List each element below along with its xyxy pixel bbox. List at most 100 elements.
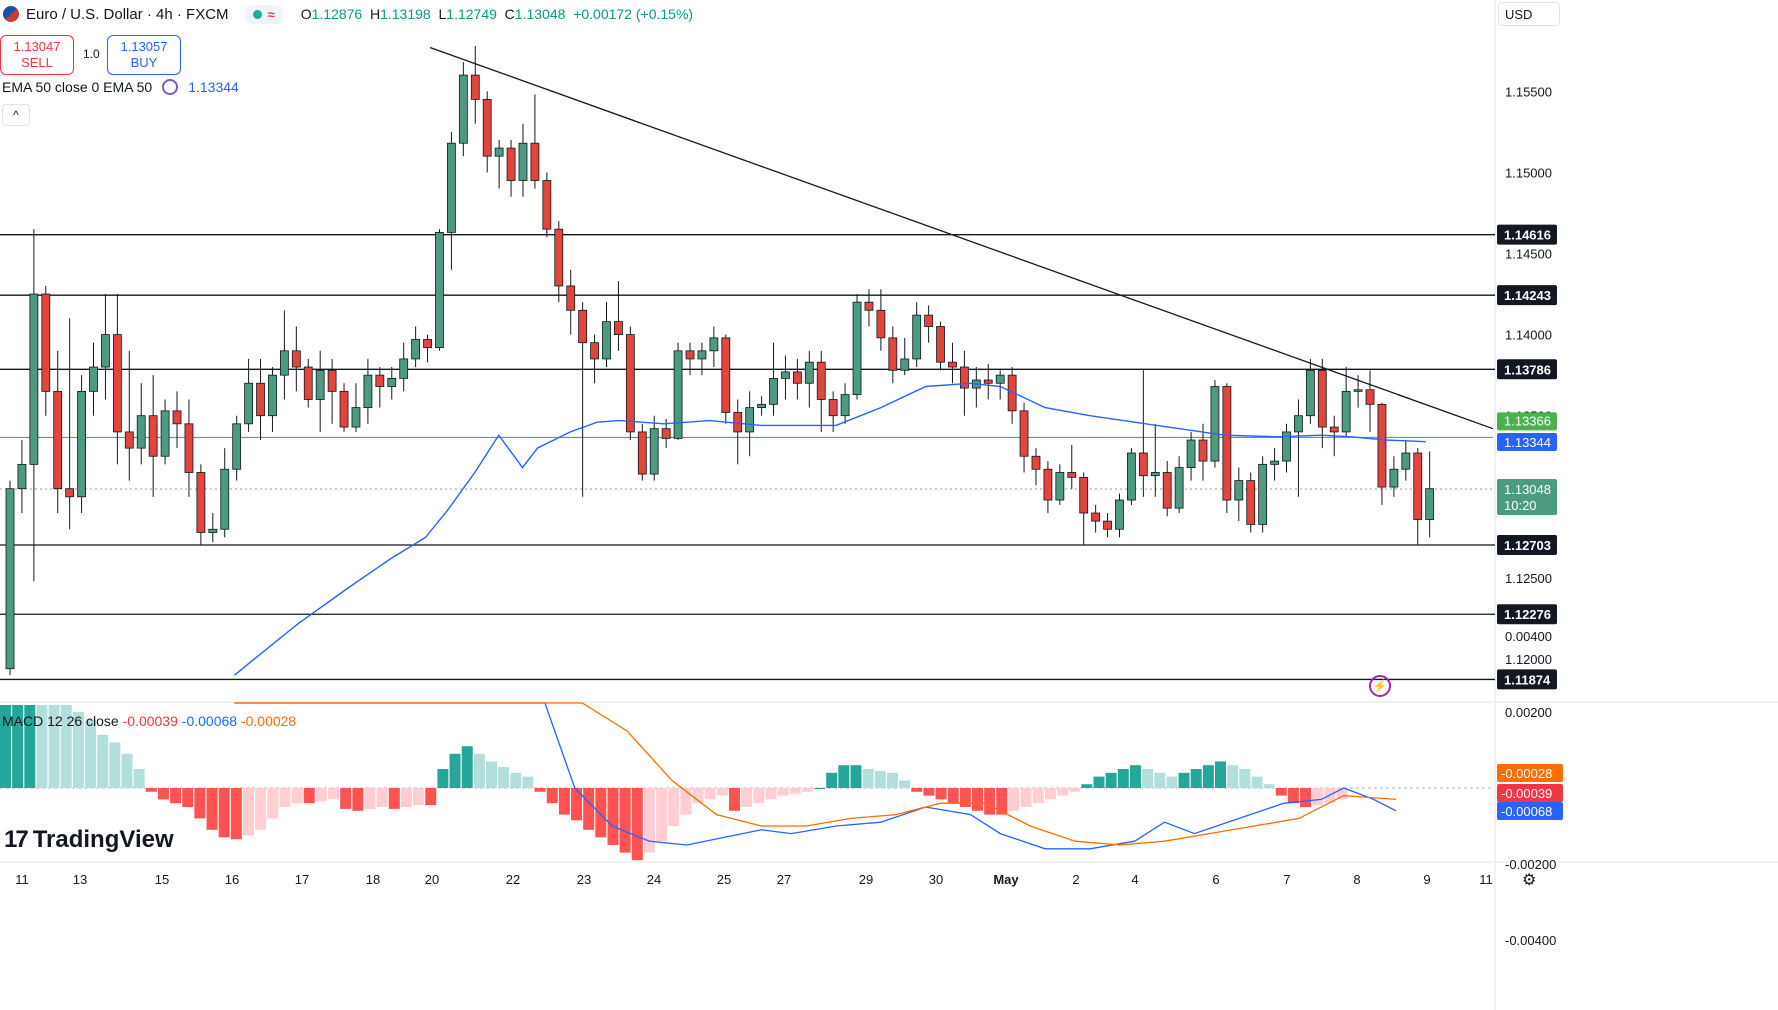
macd-histogram-bar <box>1251 776 1263 788</box>
candle-body <box>983 379 993 384</box>
candle-body <box>279 350 289 376</box>
candle-body <box>1258 463 1268 525</box>
macd-histogram-bar <box>874 770 886 788</box>
candle-body <box>1127 452 1136 501</box>
x-tick-label: 24 <box>647 872 661 887</box>
candle-body <box>112 334 122 433</box>
x-tick-label: 18 <box>366 872 380 887</box>
ema-legend[interactable]: EMA 50 close 0 EMA 50 1.13344 <box>2 79 239 95</box>
macd-histogram-bar <box>340 788 352 809</box>
macd-histogram-bar <box>400 788 412 807</box>
macd-histogram-bar <box>364 788 376 809</box>
macd-histogram-bar <box>1105 772 1117 788</box>
macd-histogram-bar <box>643 788 655 853</box>
candle-body <box>1401 452 1411 470</box>
candle-body <box>1079 476 1089 514</box>
market-status-pill[interactable]: ≈ <box>244 4 283 24</box>
candle-body <box>172 410 182 425</box>
macd-line-axis-label-bg <box>1497 802 1563 820</box>
currency-select[interactable]: USD <box>1498 2 1560 26</box>
macd-histogram-bar <box>255 788 267 830</box>
macd-histogram-bar <box>862 769 874 788</box>
brand-name: TradingView <box>32 826 174 853</box>
macd-histogram-bar <box>473 753 485 788</box>
candle-body <box>960 366 969 389</box>
collapse-legend-button[interactable]: ^ <box>2 104 30 126</box>
macd-histogram-bar <box>923 788 935 796</box>
macd-hist-axis-label: -0.00039 <box>1501 786 1552 801</box>
euro-usd-flag-icon <box>3 6 19 22</box>
macd-legend[interactable]: MACD 12 26 close -0.00039 -0.00068 -0.00… <box>2 713 296 729</box>
candle-body <box>649 428 659 475</box>
candle-body <box>924 314 934 327</box>
candle-body <box>1329 426 1339 433</box>
alert-bolt-icon[interactable]: ⚡ <box>1369 675 1391 697</box>
y-tick-label: 1.14500 <box>1505 247 1552 262</box>
macd-histogram-bar <box>1178 772 1190 788</box>
macd-signal-line <box>234 702 1397 846</box>
symbol-title[interactable]: Euro / U.S. Dollar · 4h · FXCM <box>26 5 229 23</box>
macd-histogram-bar <box>801 788 813 792</box>
candle-body <box>661 428 671 439</box>
level-label-bg <box>1497 285 1557 306</box>
candle-body <box>948 361 957 368</box>
macd-histogram-bar <box>48 705 60 788</box>
macd-histogram-bar <box>145 788 157 792</box>
macd-histogram-bar <box>607 788 619 845</box>
ema50-line <box>233 382 1426 676</box>
macd-histogram-bar <box>1227 765 1239 788</box>
candle-body <box>733 412 743 433</box>
green-line-label: 1.13366 <box>1504 413 1551 428</box>
macd-histogram-bar <box>886 772 898 788</box>
macd-y-tick: 0.00400 <box>1505 629 1552 644</box>
sell-button[interactable]: 1.13047 SELL <box>0 35 74 75</box>
candle-body <box>852 301 862 396</box>
candle-body <box>1377 403 1387 488</box>
candle-body <box>792 371 802 384</box>
candle-body <box>506 147 516 181</box>
candle-body <box>435 232 444 348</box>
market-open-dot-icon <box>252 9 262 19</box>
buy-button[interactable]: 1.13057 BUY <box>107 35 181 75</box>
macd-histogram-bar <box>133 769 145 788</box>
candle-body <box>17 463 27 490</box>
candle-body <box>208 528 218 533</box>
macd-histogram-bar <box>947 788 959 804</box>
macd-histogram-bar <box>619 788 631 853</box>
macd-histogram-bar <box>1044 788 1056 800</box>
candle-body <box>590 342 599 360</box>
ema-label-bg <box>1497 433 1557 452</box>
macd-histogram-bar <box>279 788 291 807</box>
ohlc-readout: O1.12876 H1.13198 L1.12749 C1.13048 +0.0… <box>300 6 694 22</box>
macd-hist-axis-label-bg <box>1497 784 1563 802</box>
candle-body <box>268 374 277 417</box>
candle-body <box>637 431 647 475</box>
candle-body <box>1270 460 1279 465</box>
settings-gear-icon[interactable]: ⚙ <box>1522 872 1537 889</box>
candle-body <box>184 423 194 473</box>
green-line-label-bg <box>1497 412 1557 431</box>
macd-histogram-bar <box>1202 765 1214 788</box>
macd-y-tick: 0.00200 <box>1505 705 1552 720</box>
macd-histogram-bar <box>789 788 801 794</box>
macd-hist-value: -0.00039 <box>122 713 178 729</box>
candle-body <box>709 337 719 352</box>
candle-body <box>1210 386 1220 462</box>
refresh-icon[interactable] <box>162 79 179 95</box>
macd-histogram-bar <box>972 788 983 811</box>
candle-body <box>1103 520 1112 530</box>
macd-histogram-bar <box>1020 788 1032 807</box>
candle-body <box>685 350 695 360</box>
x-tick-label: 7 <box>1283 872 1290 887</box>
candle-body <box>1067 472 1077 478</box>
x-tick-label: 29 <box>859 872 873 887</box>
macd-histogram-bar <box>24 705 36 788</box>
sell-label: SELL <box>21 55 53 70</box>
macd-histogram-bar <box>522 776 534 788</box>
macd-histogram-bar <box>1263 784 1275 788</box>
macd-histogram-bar <box>571 788 583 821</box>
macd-histogram-bar <box>109 742 121 788</box>
macd-histogram-bar <box>170 788 182 804</box>
tradingview-logo[interactable]: 17 TradingView <box>4 826 174 854</box>
